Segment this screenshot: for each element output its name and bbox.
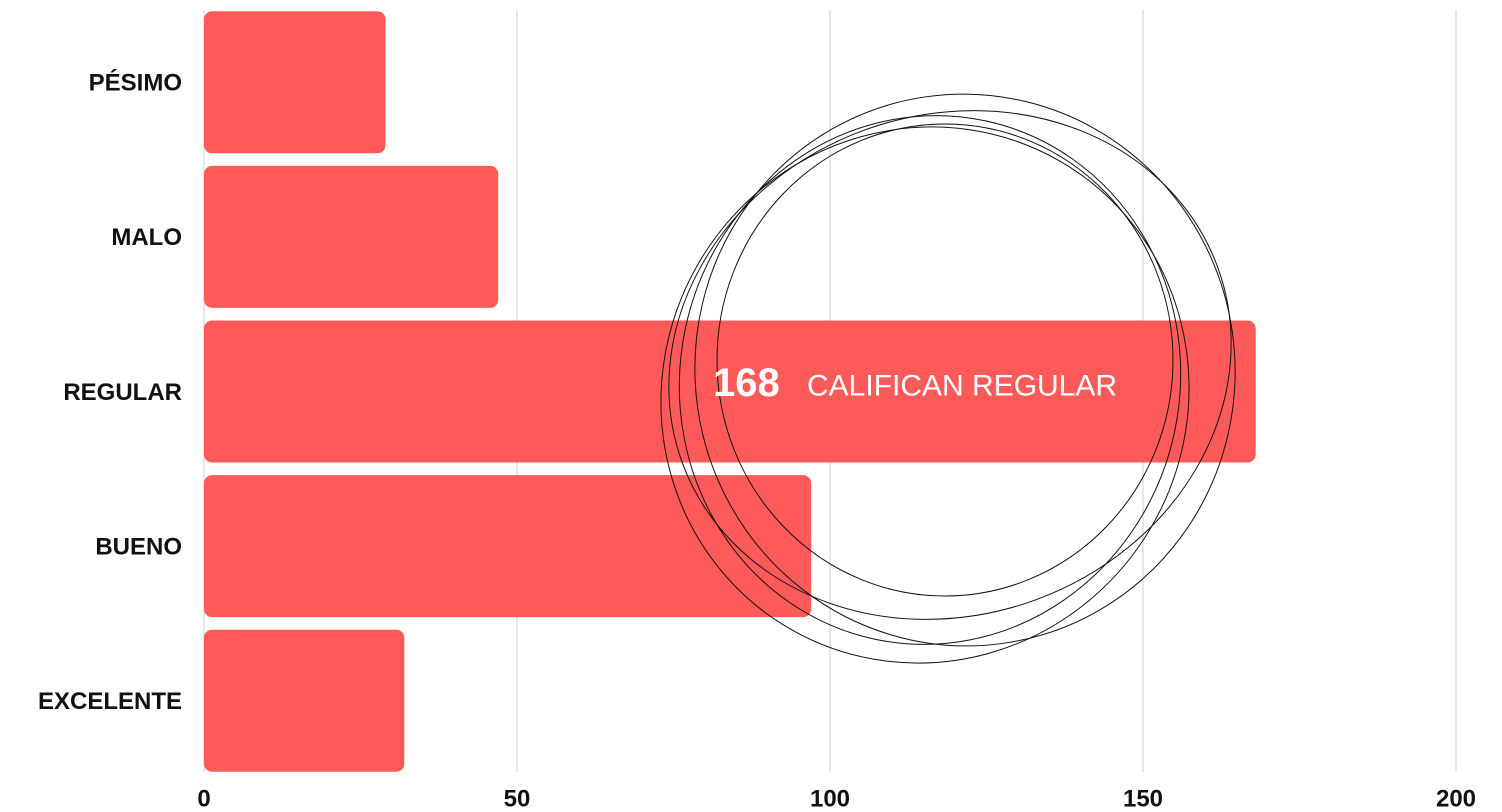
y-tick-label: REGULAR xyxy=(63,379,182,406)
bar xyxy=(204,166,498,308)
bar xyxy=(204,475,811,617)
bar xyxy=(204,11,386,153)
y-tick-label: BUENO xyxy=(95,533,182,560)
x-tick-label: 50 xyxy=(504,785,531,812)
annotation: CALIFICAN REGULAR xyxy=(807,369,1117,402)
y-tick-label: EXCELENTE xyxy=(38,688,182,715)
x-tick-label: 200 xyxy=(1436,785,1476,812)
data-label: 168 xyxy=(713,361,780,405)
x-tick-label: 0 xyxy=(197,785,210,812)
y-tick-label: PÉSIMO xyxy=(89,69,182,97)
chart: 0 50 100 150 200 PÉSIMO MALO REGULAR BUENO EXCELE… xyxy=(0,0,1502,812)
bar xyxy=(204,630,404,772)
y-tick-label: MALO xyxy=(111,224,182,251)
x-tick-label: 100 xyxy=(810,785,850,812)
x-tick-label: 150 xyxy=(1123,785,1163,812)
